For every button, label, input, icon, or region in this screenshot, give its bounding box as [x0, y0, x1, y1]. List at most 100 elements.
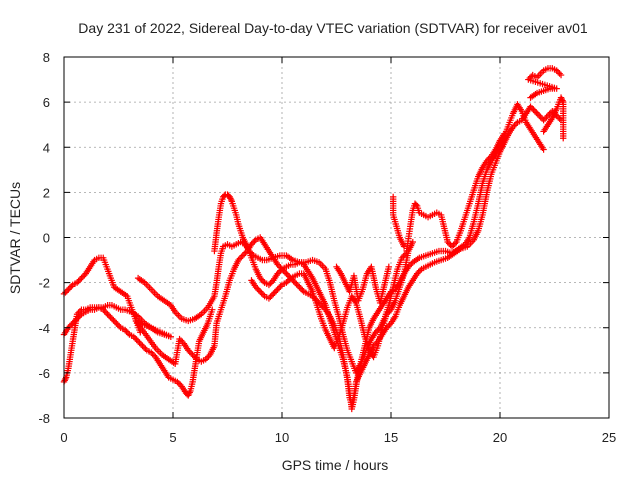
data-point [557, 71, 565, 79]
data-point [274, 261, 281, 268]
data-point [274, 270, 281, 277]
data-point [257, 274, 264, 282]
data-point [134, 338, 142, 345]
data-point [531, 107, 539, 115]
data-point [61, 377, 68, 384]
data-point [251, 238, 258, 245]
y-tick-label: 8 [43, 50, 50, 65]
data-point [114, 321, 121, 328]
data-point [149, 350, 156, 358]
data-point [254, 285, 261, 292]
data-point [274, 286, 281, 293]
data-point [537, 113, 544, 121]
y-tick-label: -2 [38, 276, 50, 291]
data-point [124, 329, 132, 337]
x-tick-label: 15 [384, 430, 398, 445]
data-point [371, 341, 379, 348]
data-point [448, 243, 456, 250]
data-point [174, 378, 181, 386]
data-point [409, 238, 416, 246]
data-point [227, 196, 235, 204]
data-point [137, 341, 145, 348]
data-point [272, 287, 280, 295]
x-axis-label: GPS time / hours [282, 457, 389, 473]
data-point [75, 277, 82, 285]
series-3 [248, 193, 416, 361]
data-point [257, 288, 264, 295]
data-point [544, 112, 552, 119]
data-point [73, 311, 81, 318]
data-point [209, 306, 216, 313]
data-point [116, 323, 123, 330]
y-tick-label: -4 [38, 321, 50, 336]
data-point [290, 277, 297, 285]
data-point [293, 280, 300, 288]
data-point [202, 356, 209, 363]
data-point [385, 263, 393, 271]
data-point [415, 268, 422, 276]
x-tick-label: 5 [169, 430, 176, 445]
data-point [265, 281, 273, 289]
data-point [384, 323, 392, 330]
data-point [552, 110, 559, 118]
data-point [62, 289, 69, 296]
data-point [294, 282, 302, 289]
data-point [554, 113, 562, 121]
data-point [526, 74, 533, 82]
data-point [444, 238, 451, 246]
data-point [63, 287, 71, 295]
data-point [556, 115, 563, 122]
series-0 [60, 65, 567, 377]
chart-title: Day 231 of 2022, Sidereal Day-to-day VTE… [78, 20, 588, 36]
data-point [400, 243, 408, 250]
data-point [107, 314, 114, 321]
data-point [267, 280, 274, 287]
data-point [372, 329, 379, 336]
data-point [236, 255, 244, 262]
data-point [227, 195, 234, 202]
data-point [559, 97, 566, 104]
data-point [185, 347, 192, 354]
data-point [557, 94, 565, 101]
data-point [284, 277, 292, 285]
data-point [79, 273, 87, 280]
data-point [554, 68, 562, 76]
data-point [284, 271, 292, 279]
data-point [186, 348, 193, 356]
data-point [265, 295, 273, 302]
data-point [509, 123, 517, 131]
data-point [384, 309, 392, 316]
data-point [283, 279, 290, 286]
data-point [546, 110, 553, 118]
y-axis-label: SDTVAR / TECUs [7, 182, 23, 294]
data-point [268, 292, 276, 299]
data-point [105, 312, 113, 319]
data-point [533, 109, 540, 116]
data-point [296, 283, 303, 291]
data-point [549, 107, 556, 115]
data-point [205, 353, 212, 360]
data-point [512, 120, 520, 128]
axis-ticks [63, 56, 610, 419]
y-tick-label: -6 [38, 366, 50, 381]
data-point [540, 116, 547, 124]
x-tick-label: 0 [60, 430, 67, 445]
data-point [130, 333, 137, 340]
data-point [277, 267, 284, 274]
data-point [255, 286, 262, 294]
data-point [445, 240, 453, 247]
data-point [102, 309, 110, 316]
data-point [148, 349, 155, 356]
data-point [299, 286, 306, 294]
data-point [101, 308, 108, 315]
data-point [283, 270, 290, 277]
data-point [558, 95, 565, 103]
y-tick-label: 6 [43, 95, 50, 110]
data-point [235, 256, 242, 264]
data-point [553, 67, 560, 74]
data-point [286, 276, 293, 283]
data-point [557, 116, 565, 124]
data-point [416, 267, 424, 274]
data-point [239, 252, 246, 259]
